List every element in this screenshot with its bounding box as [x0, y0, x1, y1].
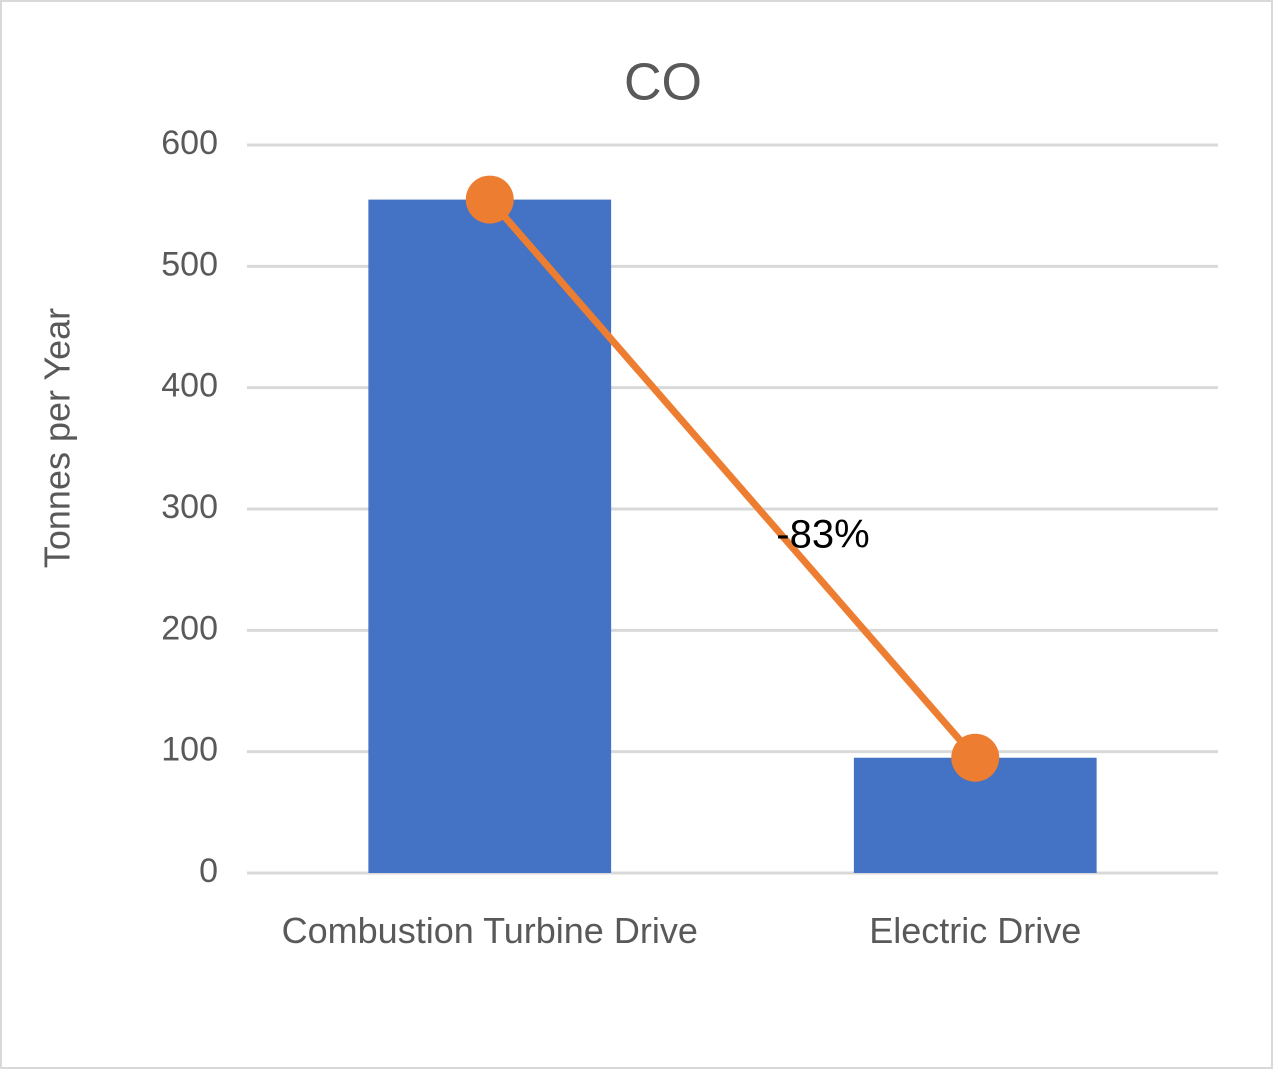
bar	[368, 199, 612, 874]
chart-title: CO	[624, 54, 702, 112]
x-tick-label: Electric Drive	[869, 910, 1082, 951]
x-tick-label: Combustion Turbine Drive	[281, 910, 698, 951]
y-tick-label: 300	[161, 488, 218, 526]
y-tick-label: 600	[161, 124, 218, 162]
y-tick-label: 0	[199, 852, 218, 890]
line-marker	[465, 175, 514, 224]
line-marker	[951, 733, 1000, 782]
annotation: -83%	[776, 513, 869, 557]
y-tick-label: 200	[161, 609, 218, 647]
y-axis-label: Tonnes per Year	[37, 308, 78, 568]
y-tick-label: 500	[161, 245, 218, 283]
y-tick-label: 100	[161, 731, 218, 769]
y-tick-label: 400	[161, 367, 218, 405]
line	[487, 197, 978, 761]
